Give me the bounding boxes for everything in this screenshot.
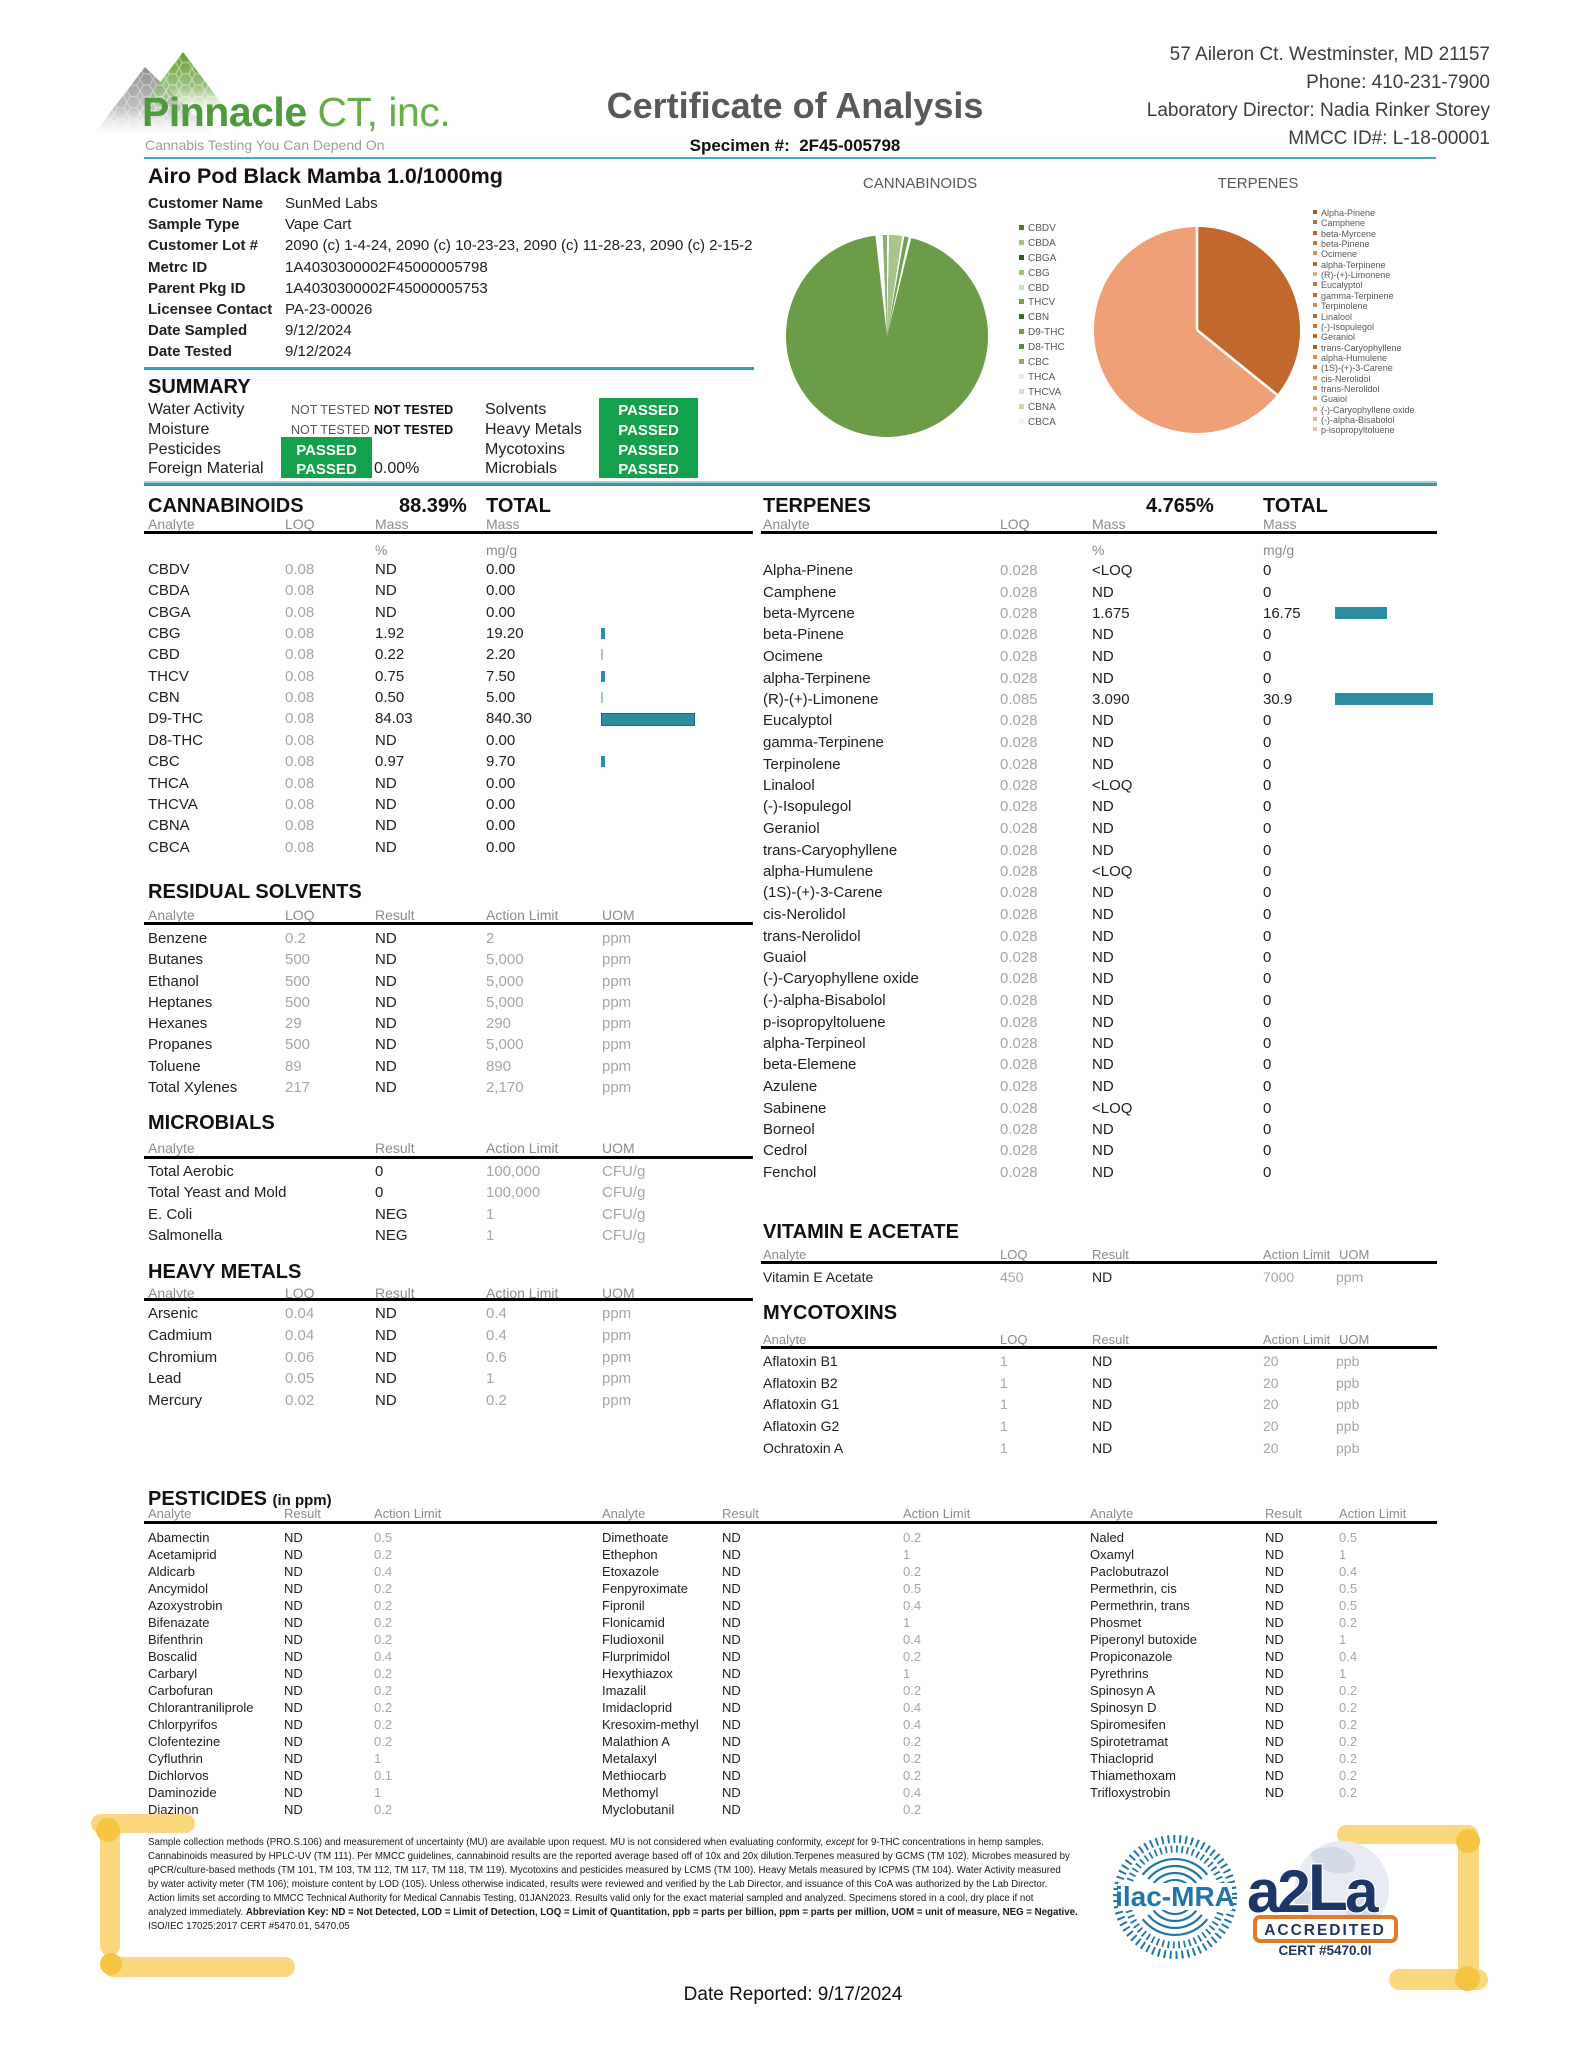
svg-text:ilac-MRA: ilac-MRA (1115, 1881, 1235, 1912)
svg-text:a2La: a2La (1247, 1850, 1379, 1925)
svg-text:ACCREDITED: ACCREDITED (1264, 1922, 1386, 1939)
svg-text:CERT #5470.0I: CERT #5470.0I (1278, 1943, 1371, 1958)
